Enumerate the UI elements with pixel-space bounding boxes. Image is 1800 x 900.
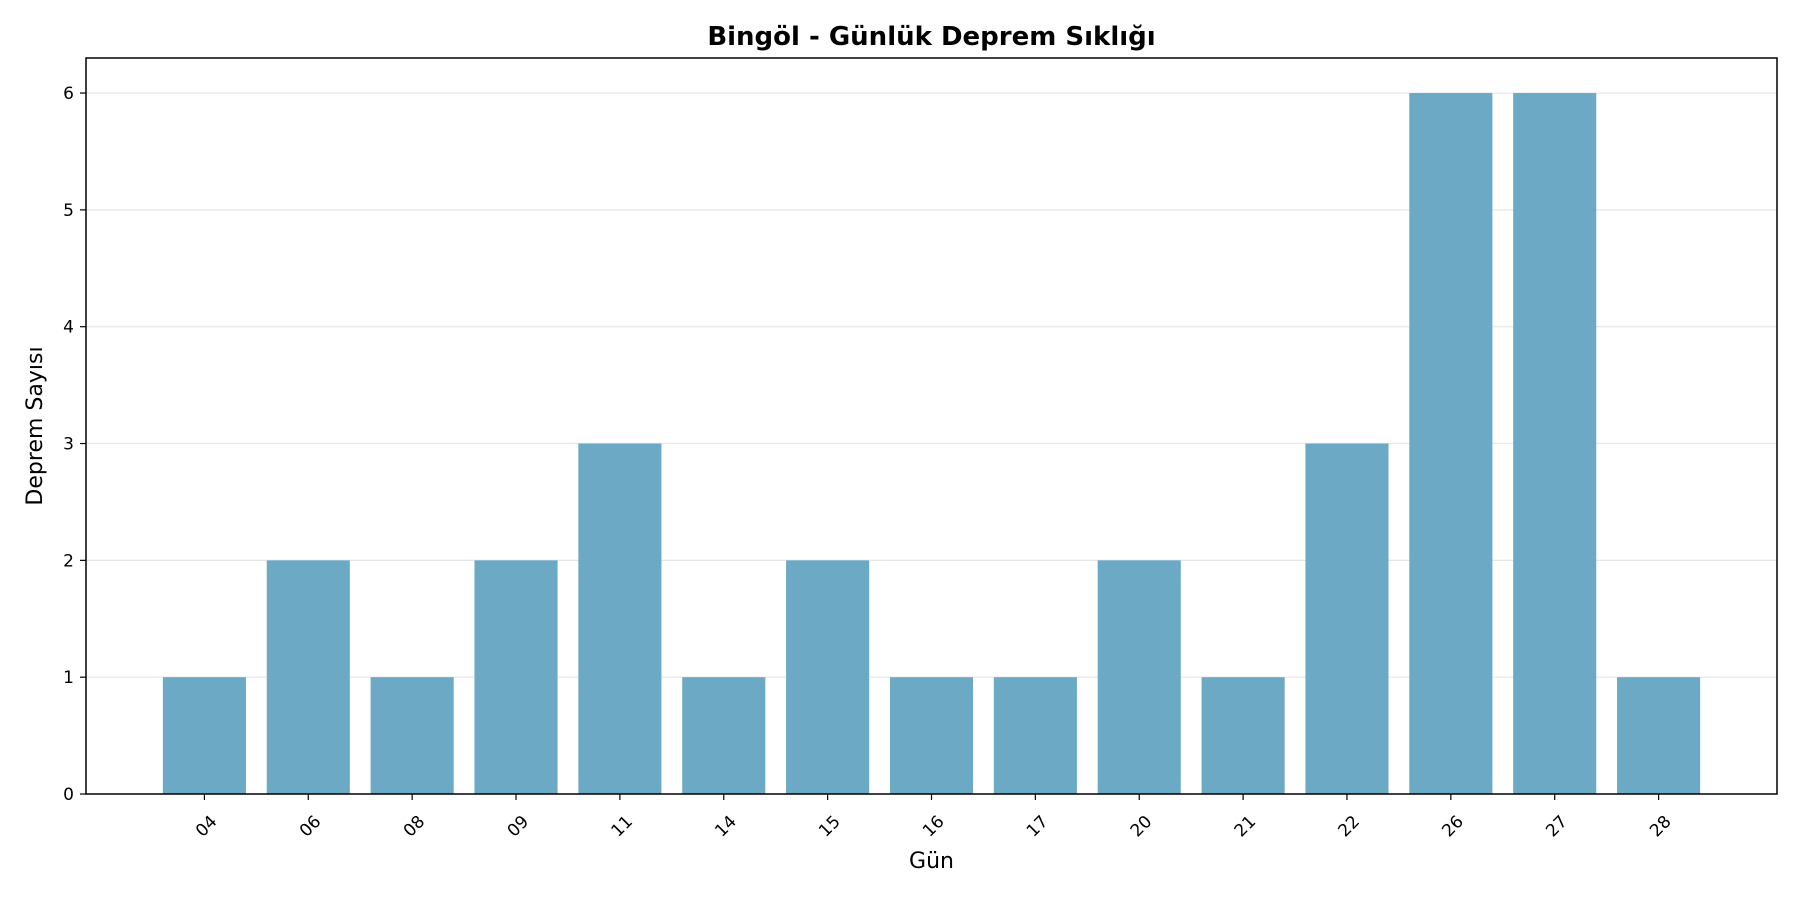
bar-04	[163, 677, 246, 794]
y-axis-ticks: 0 1 2 3 4 5 6	[63, 84, 86, 805]
x-tick-label: 17	[1023, 812, 1052, 841]
y-axis-title: Deprem Sayısı	[23, 346, 48, 505]
bar-22	[1305, 444, 1388, 794]
bar-11	[578, 444, 661, 794]
x-tick-label: 06	[296, 812, 325, 841]
chart-title: Bingöl - Günlük Deprem Sıklığı	[707, 22, 1155, 52]
bar-09	[474, 560, 557, 794]
y-tick-label: 6	[63, 84, 74, 104]
x-tick-label: 22	[1335, 812, 1364, 841]
x-axis-title: Gün	[909, 849, 954, 874]
y-tick-label: 4	[63, 318, 74, 338]
x-tick-label: 26	[1438, 812, 1467, 841]
x-axis-ticks: 04 06 08 09 11 14 15 16 17 20 21 22 26 27 28	[192, 794, 1676, 841]
x-tick-label: 16	[919, 812, 948, 841]
x-tick-label: 08	[400, 812, 429, 841]
bar-20	[1098, 560, 1181, 794]
x-tick-label: 27	[1542, 812, 1571, 841]
x-tick-label: 09	[504, 812, 533, 841]
x-tick-label: 11	[607, 812, 636, 841]
bar-16	[890, 677, 973, 794]
bar-28	[1617, 677, 1700, 794]
x-tick-label: 14	[711, 812, 740, 841]
bar-27	[1513, 93, 1596, 794]
x-tick-label: 15	[815, 812, 844, 841]
bar-14	[682, 677, 765, 794]
x-tick-label: 04	[192, 812, 221, 841]
bar-17	[994, 677, 1077, 794]
bar-06	[267, 560, 350, 794]
y-tick-label: 0	[63, 785, 74, 805]
x-tick-label: 21	[1231, 812, 1260, 841]
bar-26	[1409, 93, 1492, 794]
bar-15	[786, 560, 869, 794]
y-tick-label: 5	[63, 201, 74, 221]
y-tick-label: 2	[63, 551, 74, 571]
bar-08	[371, 677, 454, 794]
x-tick-label: 20	[1127, 812, 1156, 841]
y-tick-label: 3	[63, 435, 74, 455]
x-tick-label: 28	[1646, 812, 1675, 841]
y-tick-label: 1	[63, 668, 74, 688]
bar-21	[1202, 677, 1285, 794]
